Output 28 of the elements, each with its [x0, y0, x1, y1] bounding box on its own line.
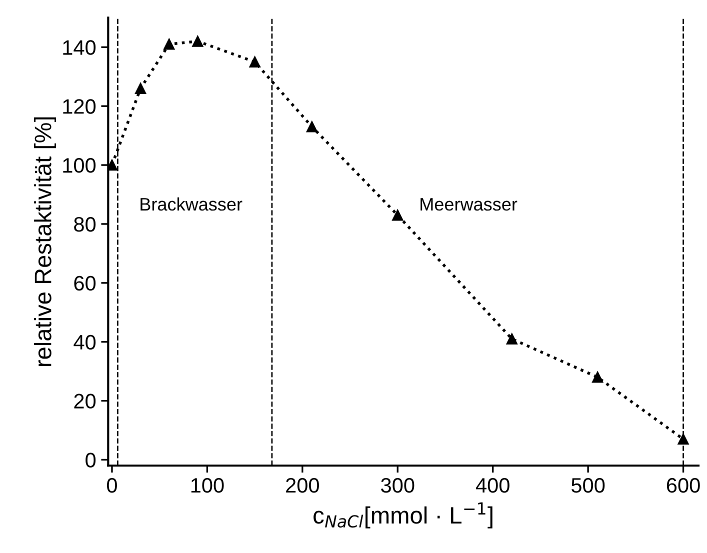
x-tick-label: 0 — [107, 478, 117, 493]
x-tick-label: 600 — [666, 478, 700, 493]
point — [392, 210, 404, 221]
y-tick-label: 20 — [74, 394, 96, 409]
y-tick-label: 0 — [86, 452, 96, 468]
point — [506, 333, 518, 344]
point — [192, 36, 204, 47]
point — [592, 372, 604, 383]
x-tick-label: 500 — [572, 478, 605, 493]
annotation: Meerwasser — [420, 198, 518, 211]
x-tick-label: 400 — [476, 478, 510, 493]
point — [108, 159, 118, 171]
y-tick-label: 80 — [74, 216, 96, 232]
point — [164, 38, 175, 50]
x-axis-title: c$_{NaCl}$[mmol · L$^{−1}$] — [314, 502, 492, 528]
y-tick-label: 60 — [74, 276, 96, 291]
point — [306, 121, 318, 132]
y-tick-label: 140 — [63, 40, 96, 55]
y-tick-label: 100 — [63, 158, 96, 173]
annotation: Brackwasser — [140, 197, 242, 211]
y-axis-title: relative Restaktivität [%] — [34, 117, 56, 366]
x-tick-label: 100 — [191, 478, 224, 493]
x-tick-label: 200 — [286, 478, 319, 493]
x-tick-label: 300 — [381, 478, 414, 493]
point — [134, 82, 146, 94]
y-tick-label: 40 — [74, 334, 96, 350]
y-tick-label: 120 — [63, 99, 96, 114]
point — [249, 56, 260, 68]
